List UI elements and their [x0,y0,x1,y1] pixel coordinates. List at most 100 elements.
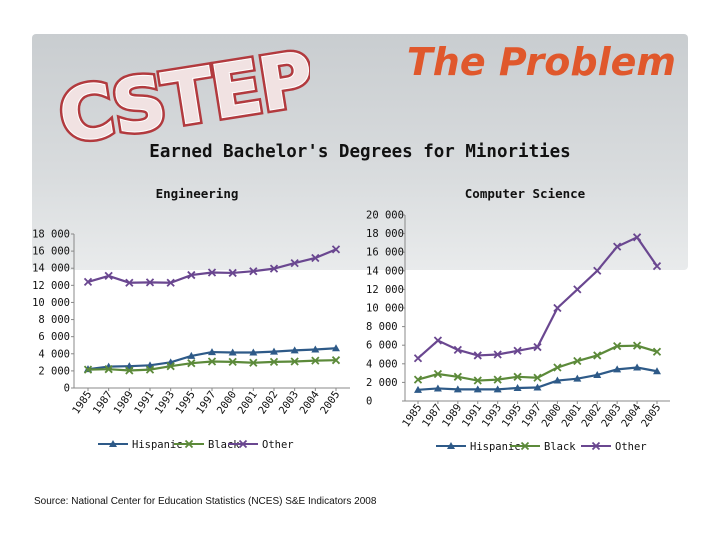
data-point-hispanic [311,345,320,353]
y-tick-label: 2 000 [366,377,398,389]
c1-series-hispanic [414,363,661,393]
legend-label: Black [544,441,576,453]
legend-marker [447,442,455,449]
data-point-black [493,375,502,384]
data-point-other [553,303,562,313]
data-point-black [533,373,542,382]
data-point-hispanic [573,374,582,382]
x-tick-label: 1991 [132,389,156,417]
x-tick-label: 1993 [480,402,504,430]
y-tick-label: 20 000 [366,210,404,222]
data-point-black [187,359,196,368]
data-point-black [269,357,279,367]
x-tick-label: 2005 [639,402,663,430]
data-point-black [166,362,175,371]
data-point-black [433,369,443,379]
legend-item-hispanic: Hispanic [436,441,521,453]
data-point-hispanic [187,351,196,359]
legend-item-black: Black [510,441,576,453]
data-point-hispanic [613,365,622,373]
legend-label: Other [262,439,294,451]
slide-title: The Problem [406,40,676,84]
data-point-hispanic [493,385,502,393]
data-point-black [513,372,522,381]
data-point-black [652,347,662,356]
y-tick-label: 0 [64,383,70,395]
y-tick-label: 10 000 [366,303,404,315]
x-tick-label: 2002 [579,402,603,430]
data-point-other [331,245,341,254]
x-tick-label: 1997 [520,402,544,430]
x-tick-label: 2005 [318,389,342,417]
y-tick-label: 8 000 [38,314,70,326]
data-point-black [593,351,602,360]
data-point-other [533,342,542,352]
series-line-black [417,344,658,382]
data-point-other [513,346,522,355]
main-title: Earned Bachelor's Degrees for Minorities [149,142,571,162]
computer-science-chart: Computer Science 0 2 000 4 000 6 000 8 000 10 … [366,186,670,453]
data-point-hispanic [513,383,522,391]
data-point-black [331,356,341,365]
data-point-hispanic [414,385,422,393]
data-point-other [473,351,482,360]
x-tick-label: 2003 [277,389,301,417]
data-point-hispanic [249,348,258,356]
y-tick-label: 16 000 [32,246,70,258]
legend-item-other: Other [228,439,294,451]
data-point-black [573,356,582,366]
source-note: Source: National Center for Education St… [34,496,377,507]
chart-title: Engineering [156,186,239,201]
x-tick-label: 1985 [400,402,424,430]
x-tick-label: 1995 [173,389,197,417]
data-point-black [83,365,93,374]
data-point-black [413,375,423,384]
y-tick-label: 6 000 [366,340,398,352]
data-point-hispanic [553,376,562,384]
legend-item-black: Black [174,439,240,451]
x-tick-label: 2002 [256,389,280,417]
x-tick-label: 2004 [619,402,643,430]
data-point-other [145,278,155,287]
header-panel [32,34,688,270]
series-line-other [87,248,337,284]
x-tick-label: 2000 [540,402,564,430]
data-point-other [125,278,134,287]
x-tick-label: 2001 [559,402,583,430]
legend-label: Black [208,439,240,451]
data-point-other [493,350,502,359]
data-point-other [632,233,642,242]
data-point-other [83,277,93,287]
x-tick-label: 1989 [111,389,135,417]
data-point-hispanic [473,385,482,393]
c0-series-black [83,356,341,375]
x-tick-label: 1997 [194,389,218,417]
legend-marker [238,439,248,449]
data-point-black [207,357,217,366]
data-point-other [573,285,582,294]
y-tick-label: 4 000 [366,358,398,370]
data-point-hispanic [208,348,216,356]
data-point-black [453,372,462,381]
x-tick-label: 1989 [440,402,464,430]
data-point-other [593,266,602,275]
data-point-black [104,365,113,374]
data-point-other [166,278,175,287]
legend-marker [591,441,601,451]
x-tick-label: 1987 [420,402,444,430]
legend-marker [184,439,194,449]
data-point-other [207,268,217,277]
data-point-black [145,365,155,374]
cstep-logo: CSTEP CSTEP [50,36,310,146]
data-point-black [473,376,482,385]
y-tick-label: 2 000 [38,365,70,377]
data-point-black [249,358,258,367]
y-tick-label: 10 000 [32,297,70,309]
y-tick-label: 18 000 [32,229,70,241]
data-point-hispanic [633,363,642,371]
data-point-black [311,356,320,365]
data-point-black [125,366,134,375]
data-point-hispanic [453,385,462,393]
data-point-other [290,258,299,268]
svg-text:CSTEP: CSTEP [53,36,310,146]
